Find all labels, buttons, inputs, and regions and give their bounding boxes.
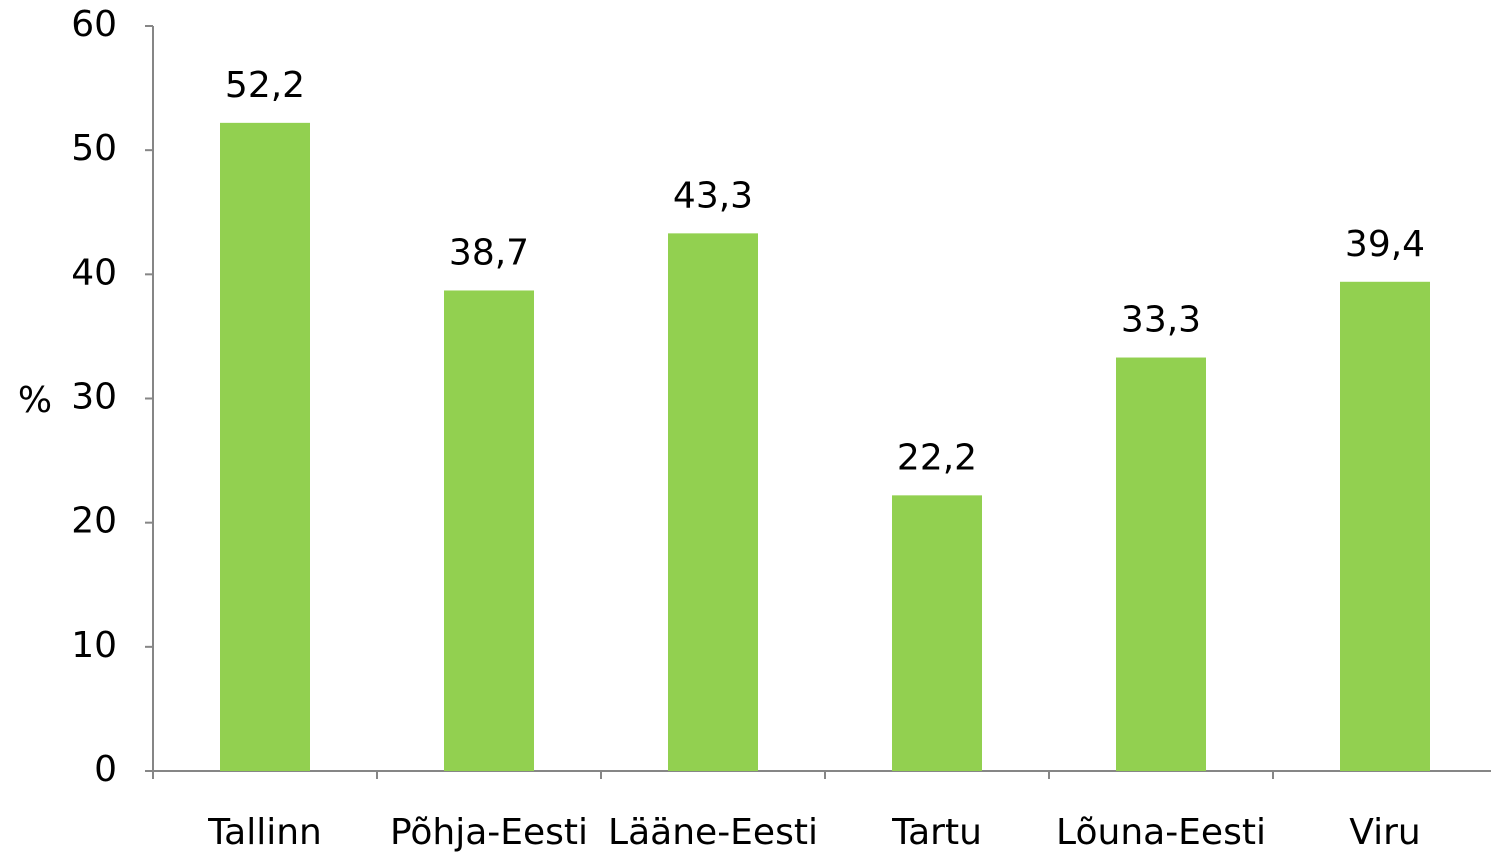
data-label: 33,3 [1121, 300, 1201, 341]
y-tick-label: 40 [71, 252, 117, 293]
bar [668, 233, 758, 771]
y-tick-label: 20 [71, 501, 117, 542]
x-tick-label: Tallinn [207, 812, 322, 853]
x-tick-label: Lääne-Eesti [608, 812, 818, 853]
y-tick-label: 50 [71, 128, 117, 169]
x-tick-label: Tartu [891, 812, 982, 853]
data-label: 52,2 [225, 65, 305, 106]
data-label: 43,3 [673, 175, 753, 216]
bar [1116, 357, 1206, 771]
y-tick-label: 10 [71, 625, 117, 666]
y-axis-label: % [18, 380, 52, 421]
bar [220, 122, 310, 772]
x-tick-label: Lõuna-Eesti [1056, 812, 1266, 853]
data-label: 39,4 [1345, 224, 1425, 265]
bar [444, 290, 534, 771]
y-tick-label: 0 [94, 749, 117, 790]
x-tick-label: Põhja-Eesti [390, 812, 588, 853]
x-tick-label: Viru [1349, 812, 1420, 853]
bar [1340, 281, 1430, 771]
data-label: 22,2 [897, 437, 977, 478]
data-label: 38,7 [449, 232, 529, 273]
y-tick-label: 30 [71, 377, 117, 418]
y-tick-label: 60 [71, 4, 117, 45]
bar [892, 495, 982, 771]
